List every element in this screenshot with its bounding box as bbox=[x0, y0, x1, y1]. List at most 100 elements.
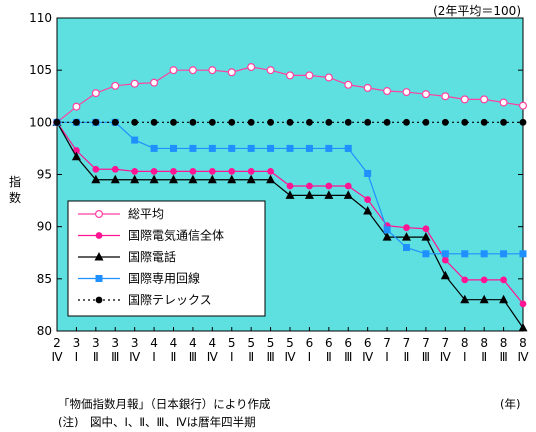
x-tick-quarter-label: Ⅲ bbox=[499, 350, 507, 364]
data-point bbox=[189, 144, 197, 152]
x-tick-quarter-label: Ⅰ bbox=[75, 350, 79, 364]
data-point bbox=[480, 276, 488, 284]
data-point bbox=[247, 167, 255, 175]
data-point bbox=[188, 174, 198, 184]
data-point bbox=[324, 190, 334, 199]
data-point bbox=[519, 300, 527, 308]
data-point bbox=[460, 95, 469, 104]
data-point bbox=[518, 322, 528, 332]
x-tick-year-label: 5 bbox=[247, 336, 255, 350]
data-point bbox=[363, 83, 372, 92]
x-tick-year-label: 6 bbox=[364, 336, 372, 350]
data-point bbox=[500, 276, 507, 284]
data-point bbox=[91, 89, 100, 98]
data-point bbox=[325, 144, 333, 152]
y-tick-label: 105 bbox=[29, 63, 52, 77]
remark-note: (注) 図中、Ⅰ、Ⅱ、Ⅲ、Ⅳは暦年四半期 bbox=[58, 415, 256, 429]
y-axis-label-line-1: 指 bbox=[9, 174, 21, 189]
legend-label: 国際電話 bbox=[128, 249, 176, 264]
x-tick-year-label: 8 bbox=[500, 336, 508, 350]
x-tick-quarter-label: Ⅰ bbox=[385, 350, 389, 364]
data-point bbox=[208, 66, 217, 75]
x-tick-year-label: 3 bbox=[131, 336, 139, 350]
x-tick-year-label: 6 bbox=[325, 336, 333, 350]
data-point bbox=[73, 147, 80, 154]
x-tick-quarter-label: Ⅲ bbox=[266, 350, 274, 364]
x-tick-quarter-label: Ⅳ bbox=[440, 350, 451, 364]
x-tick-quarter-label: Ⅳ bbox=[517, 350, 528, 364]
data-point bbox=[343, 190, 353, 199]
x-tick-quarter-label: Ⅲ bbox=[422, 350, 430, 364]
data-point bbox=[169, 174, 178, 184]
x-tick-year-label: 4 bbox=[170, 336, 178, 350]
data-point bbox=[94, 210, 103, 219]
x-tick-quarter-label: Ⅰ bbox=[230, 350, 234, 364]
data-point bbox=[150, 118, 158, 126]
x-tick-year-label: 7 bbox=[403, 336, 411, 350]
data-point bbox=[53, 118, 61, 126]
y-tick-label: 90 bbox=[37, 220, 52, 234]
data-point bbox=[267, 167, 274, 175]
data-point bbox=[130, 174, 140, 184]
data-point bbox=[228, 144, 236, 152]
data-point bbox=[169, 66, 178, 75]
x-tick-year-label: 7 bbox=[442, 336, 450, 350]
data-point bbox=[73, 118, 80, 126]
data-point bbox=[461, 250, 469, 258]
x-tick-quarter-label: Ⅱ bbox=[404, 350, 410, 364]
data-point bbox=[286, 71, 295, 80]
data-point bbox=[344, 144, 352, 152]
x-tick-quarter-label: Ⅰ bbox=[463, 350, 467, 364]
unit-note: (2年平均＝100) bbox=[433, 4, 521, 18]
x-tick-quarter-label: Ⅳ bbox=[51, 350, 62, 364]
data-point bbox=[150, 78, 159, 87]
data-point bbox=[149, 174, 159, 184]
x-tick-year-label: 3 bbox=[73, 336, 81, 350]
data-point bbox=[286, 118, 294, 126]
data-point bbox=[247, 118, 255, 126]
data-point bbox=[441, 118, 449, 126]
data-point bbox=[364, 196, 372, 203]
x-tick-year-label: 3 bbox=[111, 336, 119, 350]
data-point bbox=[403, 244, 410, 252]
data-point bbox=[306, 182, 313, 190]
series-layer bbox=[52, 63, 528, 332]
data-point bbox=[92, 118, 100, 126]
data-point bbox=[266, 66, 275, 75]
data-point bbox=[246, 174, 256, 184]
data-point bbox=[227, 68, 236, 77]
data-point bbox=[305, 144, 313, 152]
data-point bbox=[266, 174, 276, 184]
data-point bbox=[170, 167, 177, 175]
data-point bbox=[383, 87, 392, 96]
data-point bbox=[305, 71, 314, 80]
x-tick-quarter-label: Ⅱ bbox=[326, 350, 332, 364]
data-point bbox=[440, 270, 450, 280]
y-tick-label: 80 bbox=[37, 324, 52, 338]
x-tick-quarter-label: Ⅲ bbox=[344, 350, 352, 364]
x-tick-year-label: 6 bbox=[306, 336, 314, 350]
y-tick-label: 85 bbox=[37, 272, 52, 286]
data-point bbox=[131, 136, 139, 144]
data-point bbox=[480, 118, 488, 126]
data-point bbox=[150, 144, 158, 152]
data-point bbox=[422, 250, 430, 258]
data-point bbox=[518, 101, 527, 110]
data-point bbox=[150, 167, 158, 175]
data-point bbox=[383, 118, 391, 126]
y-tick-label: 110 bbox=[29, 11, 52, 25]
data-point bbox=[131, 118, 139, 126]
data-point bbox=[71, 151, 81, 161]
data-point bbox=[344, 80, 353, 89]
data-point bbox=[344, 182, 352, 190]
data-point bbox=[325, 182, 333, 190]
data-point bbox=[364, 118, 372, 126]
data-point bbox=[267, 144, 275, 152]
data-point bbox=[306, 118, 313, 126]
data-point bbox=[344, 118, 352, 126]
data-point bbox=[189, 167, 197, 175]
data-point bbox=[441, 92, 450, 101]
source-note: 「物価指数月報」（日本銀行）により作成 bbox=[58, 397, 271, 411]
data-point bbox=[91, 174, 101, 184]
